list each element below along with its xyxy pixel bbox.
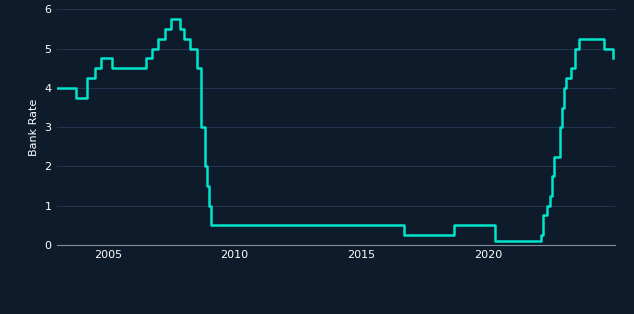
Legend: Bank Rate: Bank Rate: [285, 310, 387, 314]
Y-axis label: Bank Rate: Bank Rate: [29, 99, 39, 156]
